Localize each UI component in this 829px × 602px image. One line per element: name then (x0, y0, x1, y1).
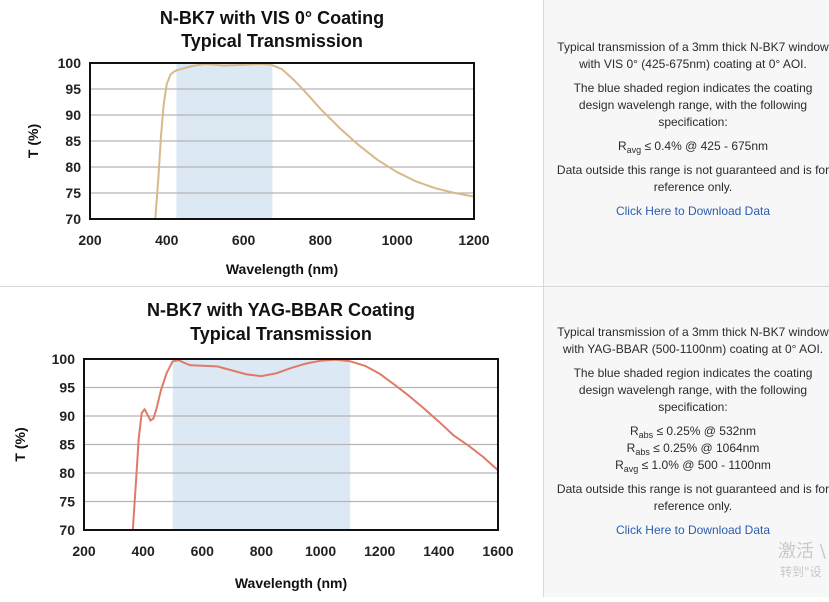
x-tick-label: 400 (131, 543, 155, 559)
x-tick-label: 1600 (482, 543, 513, 559)
spec-line: Ravg ≤ 0.4% @ 425 - 675nm (617, 139, 769, 155)
x-axis-label: Wavelength (nm) (235, 575, 347, 591)
download-data-link-container: Click Here to Download Data (556, 203, 829, 220)
y-axis-label: T (%) (25, 124, 41, 158)
description-text: Typical transmission of a 3mm thick N-BK… (557, 40, 829, 71)
disclaimer-text: Data outside this range is not guarantee… (556, 482, 829, 513)
data-row-vis: N-BK7 with VIS 0° Coating Typical Transmi… (0, 0, 829, 286)
x-tick-label: 800 (309, 232, 333, 248)
disclaimer-text: Data outside this range is not guarantee… (556, 163, 829, 194)
x-axis-label: Wavelength (nm) (226, 261, 338, 277)
x-tick-label: 800 (250, 543, 274, 559)
plot-frame (89, 62, 475, 220)
description-cell-vis: Typical transmission of a 3mm thick N-BK… (543, 0, 829, 286)
y-tick-label: 100 (52, 351, 76, 367)
x-tick-label: 600 (232, 232, 256, 248)
chart-cell-vis: N-BK7 with VIS 0° Coating Typical Transmi… (0, 0, 543, 286)
chart-title: N-BK7 with VIS 0° Coating (160, 8, 384, 28)
y-tick-label: 100 (58, 55, 82, 71)
x-tick-label: 200 (72, 543, 96, 559)
chart-vis-transmission: N-BK7 with VIS 0° Coating Typical Transmi… (25, 8, 490, 277)
x-tick-label: 1000 (382, 232, 413, 248)
y-tick-label: 90 (65, 107, 81, 123)
activation-watermark-sub: 转到"设 (780, 565, 822, 579)
y-tick-label: 85 (59, 437, 75, 453)
download-data-link-container: Click Here to Download Data (556, 522, 829, 539)
y-tick-label: 95 (59, 380, 75, 396)
transmission-curve (131, 358, 499, 531)
download-data-link[interactable]: Click Here to Download Data (615, 523, 771, 537)
y-tick-label: 75 (59, 494, 75, 510)
plot-frame (83, 358, 499, 531)
data-row-yag-bbar: N-BK7 with YAG-BBAR Coating Typical Trans… (0, 286, 829, 597)
description-cell-yag-bbar: Typical transmission of a 3mm thick N-BK… (543, 287, 829, 597)
x-tick-label: 400 (155, 232, 179, 248)
y-tick-label: 70 (59, 522, 75, 538)
description-block: Typical transmission of a 3mm thick N-BK… (556, 39, 829, 227)
y-tick-label: 75 (65, 185, 81, 201)
chart-subtitle: Typical Transmission (190, 324, 372, 344)
y-tick-label: 95 (65, 81, 81, 97)
chart-yag-bbar-transmission: N-BK7 with YAG-BBAR Coating Typical Trans… (12, 300, 514, 591)
y-tick-label: 80 (65, 159, 81, 175)
shading-note: The blue shaded region indicates the coa… (573, 366, 813, 414)
x-tick-label: 1200 (458, 232, 489, 248)
spec-list: Ravg ≤ 0.4% @ 425 - 675nm (556, 138, 829, 155)
description-text: Typical transmission of a 3mm thick N-BK… (557, 325, 829, 356)
x-tick-label: 1200 (364, 543, 395, 559)
chart-title: N-BK7 with YAG-BBAR Coating (147, 300, 415, 320)
x-tick-label: 600 (191, 543, 215, 559)
description-block: Typical transmission of a 3mm thick N-BK… (556, 324, 829, 546)
spec-list: Rabs ≤ 0.25% @ 532nm Rabs ≤ 0.25% @ 1064… (556, 423, 829, 474)
spec-line: Ravg ≤ 1.0% @ 500 - 1100nm (615, 458, 771, 474)
x-tick-label: 200 (78, 232, 102, 248)
y-axis-label: T (%) (12, 427, 28, 461)
y-tick-label: 85 (65, 133, 81, 149)
x-tick-label: 1400 (423, 543, 454, 559)
shading-note: The blue shaded region indicates the coa… (573, 81, 813, 129)
spec-line: Rabs ≤ 0.25% @ 1064nm (626, 441, 760, 457)
chart-cell-yag-bbar: N-BK7 with YAG-BBAR Coating Typical Trans… (0, 287, 543, 597)
y-tick-label: 70 (65, 211, 81, 227)
transmission-curve (154, 63, 475, 220)
spec-line: Rabs ≤ 0.25% @ 532nm (629, 424, 756, 440)
x-tick-label: 1000 (305, 543, 336, 559)
y-tick-label: 80 (59, 465, 75, 481)
y-tick-label: 90 (59, 408, 75, 424)
download-data-link[interactable]: Click Here to Download Data (615, 204, 771, 218)
chart-subtitle: Typical Transmission (181, 31, 363, 51)
activation-watermark: 激活 \ (778, 541, 826, 562)
